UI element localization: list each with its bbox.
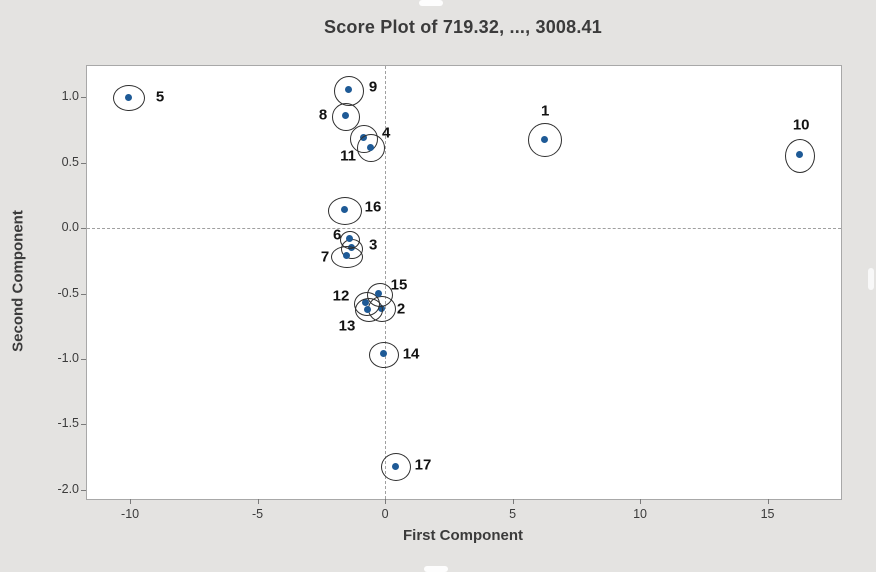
point-label: 3 bbox=[368, 236, 378, 254]
data-point bbox=[375, 290, 383, 298]
point-label: 7 bbox=[320, 248, 330, 266]
y-tick-label: 1.0 bbox=[61, 89, 79, 104]
point-label: 4 bbox=[381, 124, 391, 142]
point-circle bbox=[328, 196, 363, 225]
data-point bbox=[124, 93, 132, 101]
y-tick-mark bbox=[81, 228, 86, 230]
y-tick-mark bbox=[81, 489, 86, 491]
point-label: 6 bbox=[332, 226, 342, 244]
chart-title: Score Plot of 719.32, ..., 3008.41 bbox=[324, 17, 602, 37]
data-point bbox=[366, 143, 374, 151]
point-label: 13 bbox=[338, 317, 356, 335]
resize-handle-bottom[interactable] bbox=[424, 566, 448, 572]
y-tick-label: 0.0 bbox=[61, 220, 79, 235]
x-tick-mark bbox=[130, 499, 132, 504]
point-label: 17 bbox=[414, 456, 432, 474]
point-circle bbox=[113, 85, 146, 112]
resize-handle-top[interactable] bbox=[419, 0, 443, 6]
point-label: 11 bbox=[340, 147, 356, 165]
x-tick-label: -5 bbox=[252, 507, 264, 521]
point-label: 15 bbox=[390, 276, 408, 294]
x-tick-mark bbox=[385, 499, 387, 504]
point-label: 9 bbox=[368, 78, 378, 96]
data-point bbox=[379, 350, 387, 358]
point-label: 8 bbox=[318, 106, 328, 124]
data-point bbox=[341, 112, 349, 120]
y-tick-label: 0.5 bbox=[61, 154, 79, 169]
point-label: 12 bbox=[332, 287, 350, 305]
x-axis-title: First Component bbox=[403, 527, 523, 544]
point-circle bbox=[381, 453, 412, 482]
data-point bbox=[345, 235, 353, 243]
data-point bbox=[540, 135, 548, 143]
y-tick-label: -1.0 bbox=[57, 351, 79, 366]
reference-line-x0 bbox=[385, 66, 387, 499]
reference-line-y0 bbox=[87, 228, 841, 230]
point-label: 14 bbox=[402, 345, 420, 363]
y-tick-label: -1.5 bbox=[57, 416, 79, 431]
y-tick-mark bbox=[81, 424, 86, 426]
data-point bbox=[342, 252, 350, 260]
point-label: 2 bbox=[396, 300, 406, 318]
y-tick-mark bbox=[81, 359, 86, 361]
y-tick-mark bbox=[81, 162, 86, 164]
x-tick-label: -10 bbox=[121, 507, 140, 521]
data-point bbox=[344, 86, 352, 94]
x-tick-label: 10 bbox=[633, 507, 648, 521]
y-tick-mark bbox=[81, 97, 86, 99]
point-circle bbox=[366, 282, 393, 307]
plot-area: -10 -5 0 5 10 15 1.0 0.5 0.0 -0.5 -1.0 -1.5 -2.0 1 2 3 4… bbox=[57, 65, 842, 521]
x-tick-mark bbox=[257, 499, 259, 504]
x-tick-mark bbox=[767, 499, 769, 504]
data-point bbox=[364, 305, 372, 313]
x-tick-mark bbox=[640, 499, 642, 504]
point-circle bbox=[369, 341, 400, 368]
point-circle bbox=[528, 123, 563, 158]
x-tick-mark bbox=[512, 499, 514, 504]
x-tick-label: 5 bbox=[509, 507, 517, 521]
resize-handle-right[interactable] bbox=[868, 268, 874, 290]
x-tick-label: 0 bbox=[381, 507, 389, 521]
point-label: 1 bbox=[541, 102, 550, 120]
point-circle bbox=[357, 134, 386, 163]
x-tick-label: 15 bbox=[760, 507, 775, 521]
data-point bbox=[795, 151, 803, 159]
point-label: 10 bbox=[792, 116, 810, 134]
y-tick-label: -2.0 bbox=[57, 481, 79, 496]
y-tick-mark bbox=[81, 293, 86, 295]
point-circle bbox=[334, 75, 365, 106]
y-axis-title: Second Component bbox=[9, 210, 27, 352]
point-label: 5 bbox=[155, 88, 165, 106]
point-label: 16 bbox=[364, 198, 382, 216]
point-circle bbox=[785, 138, 816, 173]
point-circle bbox=[331, 245, 364, 268]
y-tick-label: -0.5 bbox=[57, 285, 79, 300]
data-point bbox=[391, 462, 399, 470]
data-point bbox=[340, 206, 348, 214]
